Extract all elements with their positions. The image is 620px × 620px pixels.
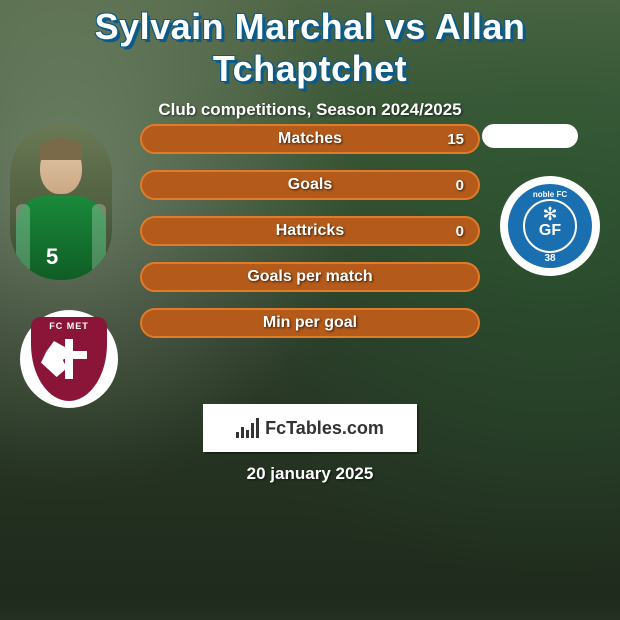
stat-value: 0 <box>456 223 464 240</box>
snowflake-icon: ✻ <box>542 205 557 223</box>
infographic-root: Sylvain Marchal vs Allan Tchaptchet Club… <box>0 0 620 580</box>
metz-dragon-icon <box>41 341 67 377</box>
metz-cross-vertical <box>65 339 73 379</box>
player-hair <box>40 138 82 160</box>
grenoble-circle: noble FC ✻ GF 38 <box>508 184 592 268</box>
stats-area: Matches 15 Goals 0 Hattricks 0 Goals per… <box>140 124 480 354</box>
stat-row-matches: Matches 15 <box>140 124 480 154</box>
metz-top-text: FC MET <box>49 321 89 331</box>
player-left-photo: 5 <box>10 124 112 280</box>
metz-shield: FC MET <box>31 317 107 401</box>
grenoble-inner-text: GF <box>539 222 561 240</box>
stat-label: Min per goal <box>263 314 357 332</box>
club-right-badge: noble FC ✻ GF 38 <box>500 176 600 276</box>
date-text: 20 january 2025 <box>0 464 620 484</box>
stat-row-goals: Goals 0 <box>140 170 480 200</box>
stat-label: Goals per match <box>247 268 372 286</box>
player-right-cap <box>482 124 578 148</box>
stat-label: Matches <box>278 130 342 148</box>
stat-row-hattricks: Hattricks 0 <box>140 216 480 246</box>
grenoble-ring-text: noble FC <box>508 190 592 199</box>
stat-row-goals-per-match: Goals per match <box>140 262 480 292</box>
page-title: Sylvain Marchal vs Allan Tchaptchet <box>0 0 620 90</box>
subtitle: Club competitions, Season 2024/2025 <box>0 100 620 120</box>
metz-cross-horizontal <box>51 351 87 359</box>
grenoble-inner-circle: ✻ GF <box>523 199 577 253</box>
jersey-stripe <box>16 204 30 274</box>
logo-text: FcTables.com <box>265 418 384 439</box>
bar-chart-icon <box>236 418 259 438</box>
stat-label: Goals <box>288 176 332 194</box>
stat-label: Hattricks <box>276 222 344 240</box>
stat-row-min-per-goal: Min per goal <box>140 308 480 338</box>
jersey-stripe <box>92 204 106 274</box>
club-left-badge: FC MET <box>20 310 118 408</box>
stat-value: 15 <box>447 131 464 148</box>
grenoble-bottom-text: 38 <box>544 253 555 264</box>
fctables-logo: FcTables.com <box>203 404 417 452</box>
stat-value: 0 <box>456 177 464 194</box>
player-shirt-number: 5 <box>46 244 58 270</box>
